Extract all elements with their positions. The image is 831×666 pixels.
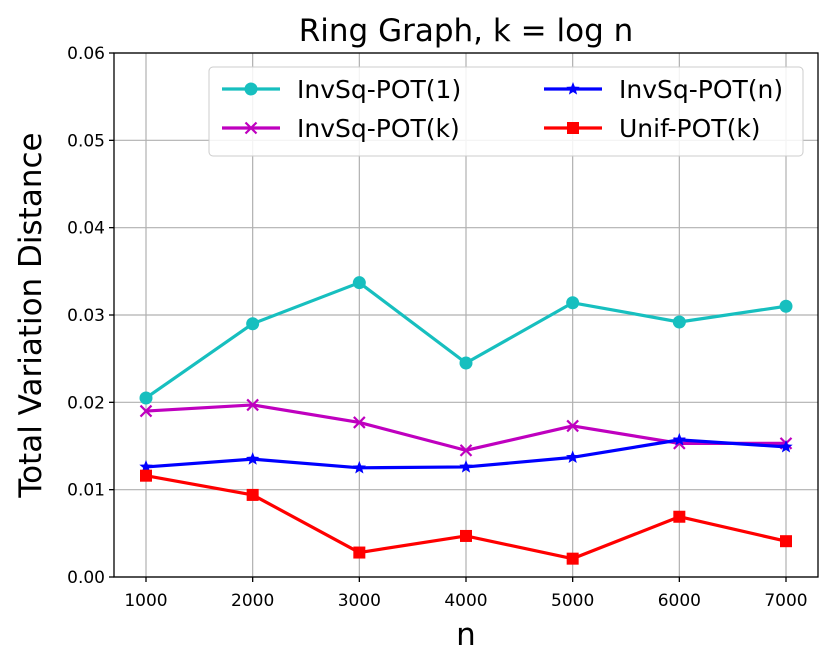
data-point [459,356,473,370]
y-tick-label: 0.04 [67,219,105,239]
data-point [566,419,579,433]
legend-marker [567,122,579,134]
legend-entry: Unif-POT(k) [544,114,761,143]
data-point [459,459,473,473]
series-InvSq-POT(n) [139,432,793,474]
data-point [353,546,366,559]
series-lines [139,276,793,565]
data-point [459,444,473,457]
data-point [246,398,259,412]
data-point [779,299,793,313]
legend-label: InvSq-POT(k) [297,114,460,143]
series-InvSq-POT(1) [139,276,793,405]
data-point [139,391,153,405]
data-point [353,416,366,429]
data-point [779,439,793,453]
data-point [672,432,686,446]
x-tick-label: 7000 [764,591,807,611]
y-tick-label: 0.02 [67,393,105,413]
x-tick-label: 5000 [551,591,594,611]
y-tick-label: 0.05 [67,131,105,151]
legend-label: Unif-POT(k) [619,114,761,143]
x-tick-label: 1000 [124,591,167,611]
legend-box [208,66,804,157]
axis-ticks: 1000 2000 3000 4000 5000 6000 7000 0.00 0.01 0.02… [67,44,807,611]
x-tick-label: 3000 [338,591,381,611]
series-Unif-POT(k) [140,469,792,565]
legend-entry: InvSq-POT(n) [544,75,783,104]
data-point [352,460,366,474]
legend-entry: InvSq-POT(k) [222,114,460,143]
legend-marker [244,82,258,96]
chart-title: Ring Graph, k = log n [299,13,634,49]
data-point [566,296,580,310]
data-point [140,469,152,482]
legend-marker [244,121,258,135]
data-point [246,317,260,331]
legend-label: InvSq-POT(n) [619,75,783,104]
data-point [672,315,686,329]
x-tick-label: 6000 [658,591,701,611]
legend-label: InvSq-POT(1) [297,75,461,104]
legend-marker [566,82,580,95]
data-point [460,529,472,542]
data-point [352,276,366,290]
y-axis-label: Total Variation Distance [13,132,49,498]
plot-frame [113,52,819,578]
data-point [780,535,792,548]
x-tick-label: 2000 [231,591,274,611]
y-tick-label: 0.03 [67,306,105,326]
data-point [246,488,259,501]
legend-entry: InvSq-POT(1) [222,75,461,104]
data-point [566,552,579,565]
x-tick-label: 4000 [444,591,487,611]
data-point [566,450,580,464]
y-tick-label: 0.06 [67,44,105,64]
data-point [139,459,153,473]
data-point [246,452,260,465]
data-point [139,404,153,418]
y-tick-label: 0.01 [67,481,105,501]
y-tick-label: 0.00 [67,568,105,588]
data-point [673,510,686,523]
x-axis-label: n [456,617,476,653]
legend: InvSq-POT(1) InvSq-POT(k) InvSq-POT(n) Unif… [208,66,804,157]
